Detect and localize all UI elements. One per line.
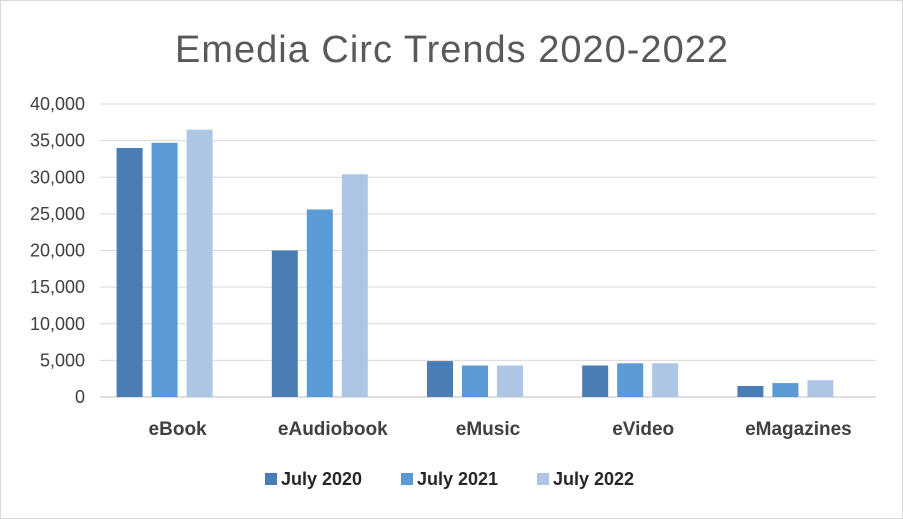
bar-ebook-3 [186, 129, 213, 397]
x-tick-label: eMagazines [745, 419, 852, 440]
bar-evideo-1 [582, 365, 609, 397]
y-tick-label: 25,000 [30, 204, 85, 224]
bar-ebook-2 [151, 142, 178, 397]
bar-emusic-2 [462, 365, 488, 397]
bar-eaudiobook-1 [271, 250, 298, 397]
legend-label: July 2020 [281, 469, 362, 489]
y-tick-label: 35,000 [30, 131, 85, 151]
bar-emagazines-2 [772, 383, 799, 397]
gridlines [100, 103, 876, 398]
bar-emagazines-1 [737, 386, 764, 397]
y-axis-ticks: 0 5,000 10,000 15,000 20,000 25,000 30,000 35,0… [30, 94, 85, 407]
bars [116, 129, 834, 397]
legend: July 2020 July 2021 July 2022 [265, 469, 634, 489]
x-tick-label: eVideo [612, 419, 674, 440]
legend-swatch [401, 473, 413, 485]
bar-emusic-1 [427, 361, 453, 397]
x-tick-label: eAudiobook [278, 419, 388, 440]
bar-ebook-1 [116, 147, 143, 397]
y-tick-label: 5,000 [40, 350, 85, 370]
y-tick-label: 40,000 [30, 94, 85, 114]
chart-title: Emedia Circ Trends 2020-2022 [175, 29, 729, 71]
legend-label: July 2022 [553, 469, 634, 489]
y-tick-label: 30,000 [30, 167, 85, 187]
bar-evideo-3 [652, 363, 679, 397]
legend-swatch [265, 473, 277, 485]
y-tick-label: 20,000 [30, 241, 85, 261]
y-tick-label: 10,000 [30, 314, 85, 334]
bar-emusic-3 [497, 365, 523, 397]
x-tick-label: eMusic [456, 419, 521, 440]
x-axis-ticks: eBook eAudiobook eMusic eVideo eMagazines [149, 419, 852, 440]
legend-swatch [537, 473, 549, 485]
y-tick-label: 0 [75, 387, 85, 407]
bar-eaudiobook-2 [306, 209, 333, 397]
x-tick-label: eBook [149, 419, 208, 440]
y-tick-label: 15,000 [30, 277, 85, 297]
bar-evideo-2 [617, 363, 644, 397]
legend-label: July 2021 [417, 469, 498, 489]
bar-emagazines-3 [807, 380, 834, 397]
bar-eaudiobook-3 [341, 174, 368, 397]
